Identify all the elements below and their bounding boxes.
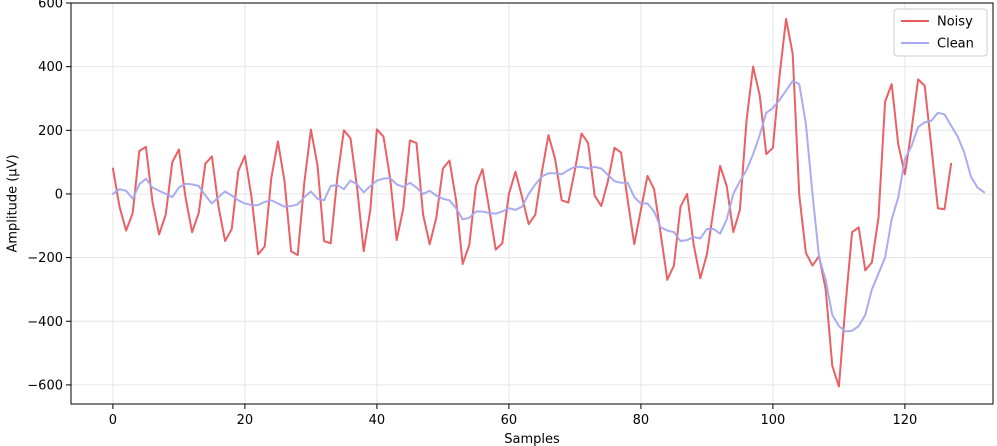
y-tick-label: −400	[27, 315, 63, 330]
x-axis-ticks: 0 20 40 60 80 100 120	[109, 404, 917, 428]
y-tick-label: 600	[38, 0, 63, 12]
legend-label-clean: Clean	[937, 37, 974, 52]
legend: Noisy Clean	[893, 8, 988, 57]
x-tick-label: 60	[501, 413, 518, 428]
y-tick-label: −600	[27, 378, 63, 393]
grid	[71, 2, 993, 404]
y-tick-label: 400	[38, 60, 63, 75]
x-tick-label: 0	[109, 413, 117, 428]
x-axis-label: Samples	[504, 432, 560, 446]
y-tick-label: 200	[38, 124, 63, 139]
x-tick-label: 120	[892, 413, 917, 428]
y-tick-label: −200	[27, 251, 63, 266]
y-tick-label: 0	[55, 187, 63, 202]
series-line-clean	[111, 79, 986, 333]
y-axis-label: Amplitude (µV)	[6, 154, 21, 252]
x-tick-label: 20	[237, 413, 254, 428]
x-tick-label: 80	[633, 413, 650, 428]
plot-frame	[70, 2, 994, 405]
x-tick-label: 100	[760, 413, 785, 428]
plot-series	[111, 17, 986, 388]
y-axis-ticks: −600 −400 −200 0 200 400 600	[27, 0, 71, 393]
axes-frame	[70, 2, 994, 405]
x-tick-label: 40	[369, 413, 386, 428]
legend-label-noisy: Noisy	[937, 15, 973, 30]
series-line-noisy	[111, 17, 953, 388]
